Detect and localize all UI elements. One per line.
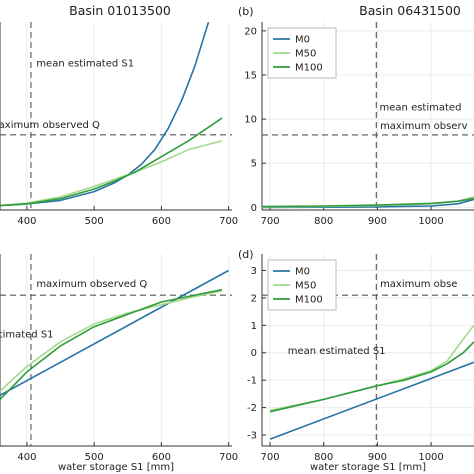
series-group: [0, 269, 229, 400]
annotation-mean-estimated-s1: mean estimated: [380, 102, 462, 113]
x-tick-label: 700: [219, 216, 238, 227]
series-line-m100: [0, 117, 223, 207]
panel-title: Basin 06431500: [359, 3, 461, 18]
annotation-maximum-observed-q: maximum obse: [380, 279, 457, 290]
x-tick-label: 900: [368, 452, 387, 463]
y-tick-label: 10: [244, 115, 257, 126]
x-tick-label: 700: [219, 452, 238, 463]
annotation-mean-estimated-s1: mean estimated S1: [288, 346, 386, 357]
panel-d: 700 800 900 1000 -3 -2 -1 0 1 2 3 mean estimated S1…: [238, 248, 474, 473]
panel-a: 400 500 600 700 mean estimated S1 aximum obse…: [0, 3, 238, 227]
panel-label: (b): [238, 5, 254, 18]
y-tick-label: 1: [251, 321, 257, 332]
series-line-m50: [0, 290, 223, 392]
x-tick-label: 700: [261, 452, 280, 463]
y-tick-label: 0: [251, 203, 257, 214]
legend: M0 M50 M100: [267, 259, 337, 311]
legend-label-m50: M50: [295, 49, 316, 60]
series-line-m50: [269, 324, 474, 412]
series-line-m0: [0, 22, 210, 207]
x-tick-label: 700: [261, 216, 280, 227]
x-tick-label: 900: [368, 216, 387, 227]
y-tick-label: 5: [251, 159, 257, 170]
annotation-maximum-observed-q: maximum observed Q: [36, 279, 147, 290]
y-tick-label: -1: [247, 376, 257, 387]
series-line-m100: [262, 197, 474, 208]
annotation-mean-estimated-s1: timated S1: [0, 330, 54, 341]
series-group: [269, 324, 474, 440]
series-line-m100: [0, 288, 223, 400]
x-axis-label: water storage S1 [mm]: [58, 462, 174, 473]
legend-label-m50: M50: [295, 281, 316, 292]
x-axis-label: water storage S1 [mm]: [310, 462, 426, 473]
legend-label-m100: M100: [295, 63, 323, 74]
series-line-m0: [269, 361, 474, 440]
y-tick-label: 15: [244, 70, 257, 81]
legend-label-m0: M0: [295, 35, 310, 46]
y-tick-label: -3: [247, 431, 257, 442]
x-tick-label: 400: [17, 216, 36, 227]
x-tick-label: 800: [314, 452, 333, 463]
y-tick-label: 0: [251, 348, 257, 359]
x-tick-label: 600: [152, 452, 171, 463]
x-tick-label: 1000: [418, 216, 443, 227]
annotation-maximum-observed-q: maximum observ: [380, 121, 468, 132]
legend-label-m100: M100: [295, 295, 323, 306]
panel-c: 400 500 600 700 timated S1 maximum observed Q…: [0, 254, 238, 473]
annotation-maximum-observed-q: aximum observed Q: [0, 120, 100, 131]
x-tick-label: 1000: [418, 452, 443, 463]
x-tick-label: 800: [314, 216, 333, 227]
y-tick-label: -2: [247, 403, 257, 414]
legend-label-m0: M0: [295, 267, 310, 278]
x-tick-label: 500: [85, 216, 104, 227]
panel-title: Basin 01013500: [69, 3, 171, 18]
x-tick-label: 500: [85, 452, 104, 463]
y-tick-label: 2: [251, 293, 257, 304]
legend: M0 M50 M100: [267, 27, 337, 79]
panel-b: 700 800 900 1000 0 5 10 15 20 mean estimated maxim…: [238, 3, 474, 227]
x-tick-label: 400: [17, 452, 36, 463]
series-line-m0: [0, 269, 229, 397]
series-group: [262, 196, 474, 209]
panel-label: (d): [238, 248, 254, 261]
y-tick-label: 3: [251, 266, 257, 277]
series-group: [0, 22, 223, 207]
x-tick-label: 600: [152, 216, 171, 227]
annotation-mean-estimated-s1: mean estimated S1: [36, 59, 134, 70]
y-tick-label: 20: [244, 26, 257, 37]
series-line-m100: [269, 341, 474, 413]
series-line-m50: [0, 140, 223, 207]
